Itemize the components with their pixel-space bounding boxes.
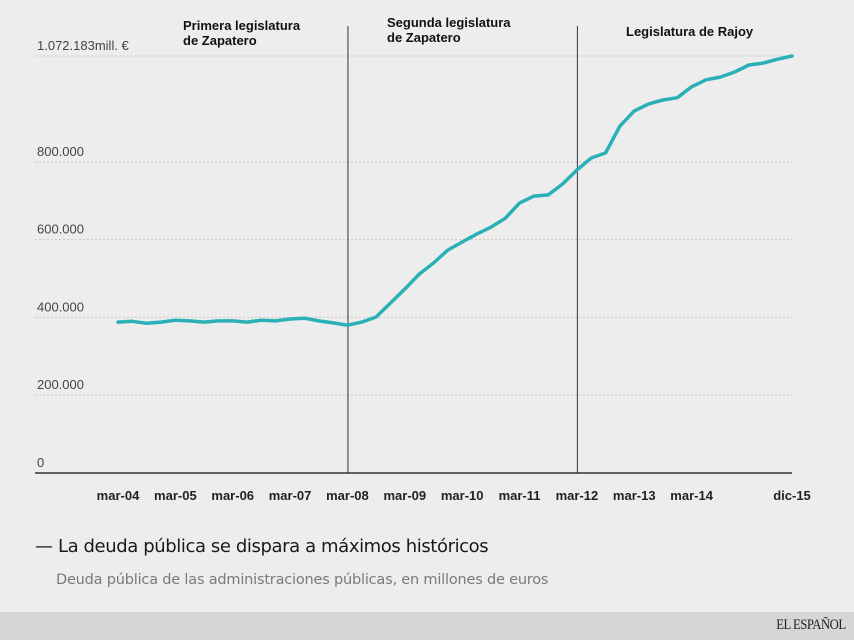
chart-caption: — La deuda pública se dispara a máximos … (35, 536, 489, 557)
y-tick-label: 200.000 (37, 377, 84, 392)
x-tick-label: mar-04 (97, 488, 140, 503)
period-dividers (347, 26, 578, 473)
x-tick-label: mar-08 (326, 488, 369, 503)
y-tick-label: 400.000 (37, 299, 84, 314)
period-label-line: de Zapatero (183, 33, 257, 48)
period-label-line: de Zapatero (387, 30, 461, 45)
y-tick-label: 0 (37, 455, 44, 470)
y-tick-label: 1.072.183mill. € (37, 38, 130, 53)
x-tick-label: mar-05 (154, 488, 197, 503)
period-label-line: Legislatura de Rajoy (626, 24, 754, 39)
x-tick-label: mar-09 (383, 488, 426, 503)
x-tick-label: mar-13 (613, 488, 656, 503)
y-tick-label: 800.000 (37, 144, 84, 159)
series-line-deuda-publica (116, 54, 794, 327)
caption-dash: — (35, 536, 53, 557)
x-tick-label: mar-11 (499, 488, 541, 503)
series-layer (116, 54, 794, 327)
y-axis-ticks: 0 200.000 400.000 600.000 800.000 1.072.183mi… (37, 38, 130, 470)
gridlines (35, 55, 792, 396)
period-label: Legislatura de Rajoy (626, 24, 754, 39)
chart-subcaption: Deuda pública de las administraciones pú… (56, 572, 549, 588)
period-label-line: Segunda legislatura (387, 15, 511, 30)
debt-line-chart: 0 200.000 400.000 600.000 800.000 1.072.183mi… (35, 15, 811, 503)
footer-bar: EL ESPAÑOL (0, 612, 854, 640)
x-tick-label: dic-15 (773, 488, 811, 503)
period-label: Primera legislatura de Zapatero (183, 18, 301, 48)
period-label: Segunda legislatura de Zapatero (387, 15, 511, 45)
period-label-line: Primera legislatura (183, 18, 301, 33)
y-tick-label: 600.000 (37, 222, 84, 237)
x-tick-label: mar-12 (556, 488, 599, 503)
caption-title: La deuda pública se dispara a máximos hi… (57, 536, 489, 557)
x-tick-label: mar-07 (269, 488, 312, 503)
x-tick-label: mar-14 (670, 488, 713, 503)
x-tick-label: mar-06 (211, 488, 254, 503)
brand-logo: EL ESPAÑOL (776, 617, 847, 633)
x-tick-label: mar-10 (441, 488, 484, 503)
x-axis-ticks: mar-04 mar-05 mar-06 mar-07 mar-08 mar-09 mar-… (97, 488, 811, 503)
